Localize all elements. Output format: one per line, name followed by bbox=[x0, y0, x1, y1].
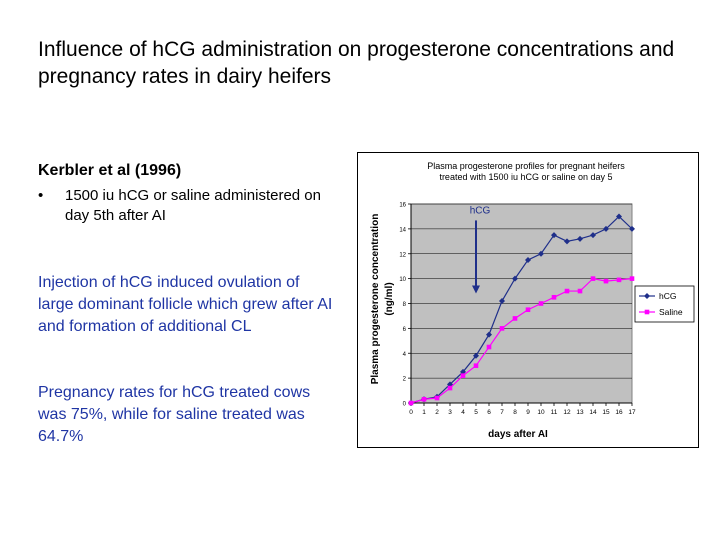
x-tick-label: 6 bbox=[487, 409, 491, 416]
x-tick-label: 0 bbox=[409, 409, 413, 416]
saline-point bbox=[538, 301, 544, 306]
annotation-arrow-head bbox=[472, 285, 480, 294]
y-tick-label: 16 bbox=[399, 203, 406, 209]
y-axis-label-line-1: Plasma progesterone concentration bbox=[370, 214, 381, 385]
hcg-point bbox=[577, 235, 583, 242]
hcg-point bbox=[473, 352, 479, 359]
y-tick-label: 4 bbox=[403, 352, 407, 358]
bullet-marker: • bbox=[38, 187, 44, 204]
saline-point bbox=[512, 316, 518, 321]
hcg-point bbox=[590, 232, 596, 239]
hcg-point bbox=[616, 213, 622, 220]
hcg-point bbox=[551, 232, 557, 239]
x-tick-label: 4 bbox=[461, 409, 465, 416]
pregnancy-rate-paragraph: Pregnancy rates for hCG treated cows was… bbox=[38, 384, 311, 445]
saline-point bbox=[447, 385, 453, 391]
y-tick-label: 14 bbox=[399, 227, 406, 233]
reference-heading: Kerbler et al (1996) bbox=[38, 162, 182, 179]
y-tick-label: 2 bbox=[403, 377, 407, 383]
legend-saline-marker bbox=[644, 309, 650, 315]
chart-title-line-2: treated with 1500 iu hCG or saline on da… bbox=[439, 172, 612, 182]
saline-point bbox=[616, 277, 622, 283]
x-axis-label: days after AI bbox=[488, 429, 548, 440]
saline-point bbox=[434, 395, 440, 401]
hcg-point bbox=[525, 256, 531, 263]
saline-point bbox=[499, 326, 505, 331]
hcg-point bbox=[564, 238, 570, 245]
x-tick-label: 13 bbox=[576, 409, 584, 416]
x-tick-label: 9 bbox=[526, 409, 530, 416]
progesterone-chart: Plasma progesterone profiles for pregnan… bbox=[370, 161, 695, 440]
x-tick-label: 8 bbox=[513, 409, 517, 416]
saline-point bbox=[564, 288, 570, 294]
annotation-hcg-label: hCG bbox=[470, 205, 491, 216]
x-tick-label: 16 bbox=[615, 409, 623, 416]
x-tick-label: 11 bbox=[551, 409, 558, 416]
saline-point bbox=[525, 307, 531, 313]
slide-title: Influence of hCG administration on proge… bbox=[38, 38, 675, 88]
x-tick-label: 2 bbox=[435, 409, 439, 416]
y-tick-label: 12 bbox=[399, 252, 406, 258]
chart-title-line-1: Plasma progesterone profiles for pregnan… bbox=[427, 161, 625, 171]
x-tick-label: 14 bbox=[589, 409, 597, 416]
saline-point bbox=[577, 288, 583, 294]
hcg-point bbox=[486, 331, 492, 338]
hcg-point bbox=[629, 225, 635, 232]
y-tick-label: 0 bbox=[403, 402, 407, 408]
hcg-point bbox=[512, 275, 518, 282]
legend-hcg-marker bbox=[644, 293, 650, 299]
hcg-point bbox=[603, 225, 609, 232]
x-tick-label: 10 bbox=[537, 409, 545, 416]
saline-point bbox=[551, 294, 557, 300]
saline-point bbox=[473, 363, 479, 368]
saline-point bbox=[590, 276, 596, 281]
bullet-text: 1500 iu hCG or saline administered on da… bbox=[65, 187, 321, 224]
hcg-point bbox=[499, 298, 505, 305]
y-tick-label: 10 bbox=[399, 277, 406, 283]
y-axis-label-line-2: (ng/ml) bbox=[384, 282, 395, 315]
ovulation-paragraph: Injection of hCG induced ovulation of la… bbox=[38, 274, 333, 335]
legend-hcg-label: hCG bbox=[659, 291, 676, 301]
saline-point bbox=[408, 400, 414, 406]
saline-point bbox=[421, 396, 427, 402]
x-tick-label: 15 bbox=[602, 409, 610, 416]
saline-point bbox=[629, 276, 635, 281]
chart-frame: Plasma progesterone profiles for pregnan… bbox=[357, 152, 699, 448]
legend-box bbox=[634, 285, 695, 323]
hcg-point bbox=[538, 250, 544, 257]
x-tick-label: 1 bbox=[422, 409, 426, 416]
legend-saline-label: Saline bbox=[659, 307, 683, 317]
x-tick-label: 12 bbox=[563, 409, 571, 416]
x-tick-label: 5 bbox=[474, 409, 478, 416]
x-tick-label: 7 bbox=[500, 409, 504, 416]
saline-point bbox=[486, 344, 492, 350]
saline-point bbox=[603, 278, 609, 284]
x-tick-label: 17 bbox=[628, 409, 636, 416]
x-tick-label: 3 bbox=[448, 409, 452, 416]
y-tick-label: 8 bbox=[403, 302, 407, 308]
y-axis-label: Plasma progesterone concentration (ng/ml… bbox=[370, 214, 395, 385]
y-tick-label: 6 bbox=[403, 327, 407, 333]
saline-point bbox=[460, 373, 466, 378]
